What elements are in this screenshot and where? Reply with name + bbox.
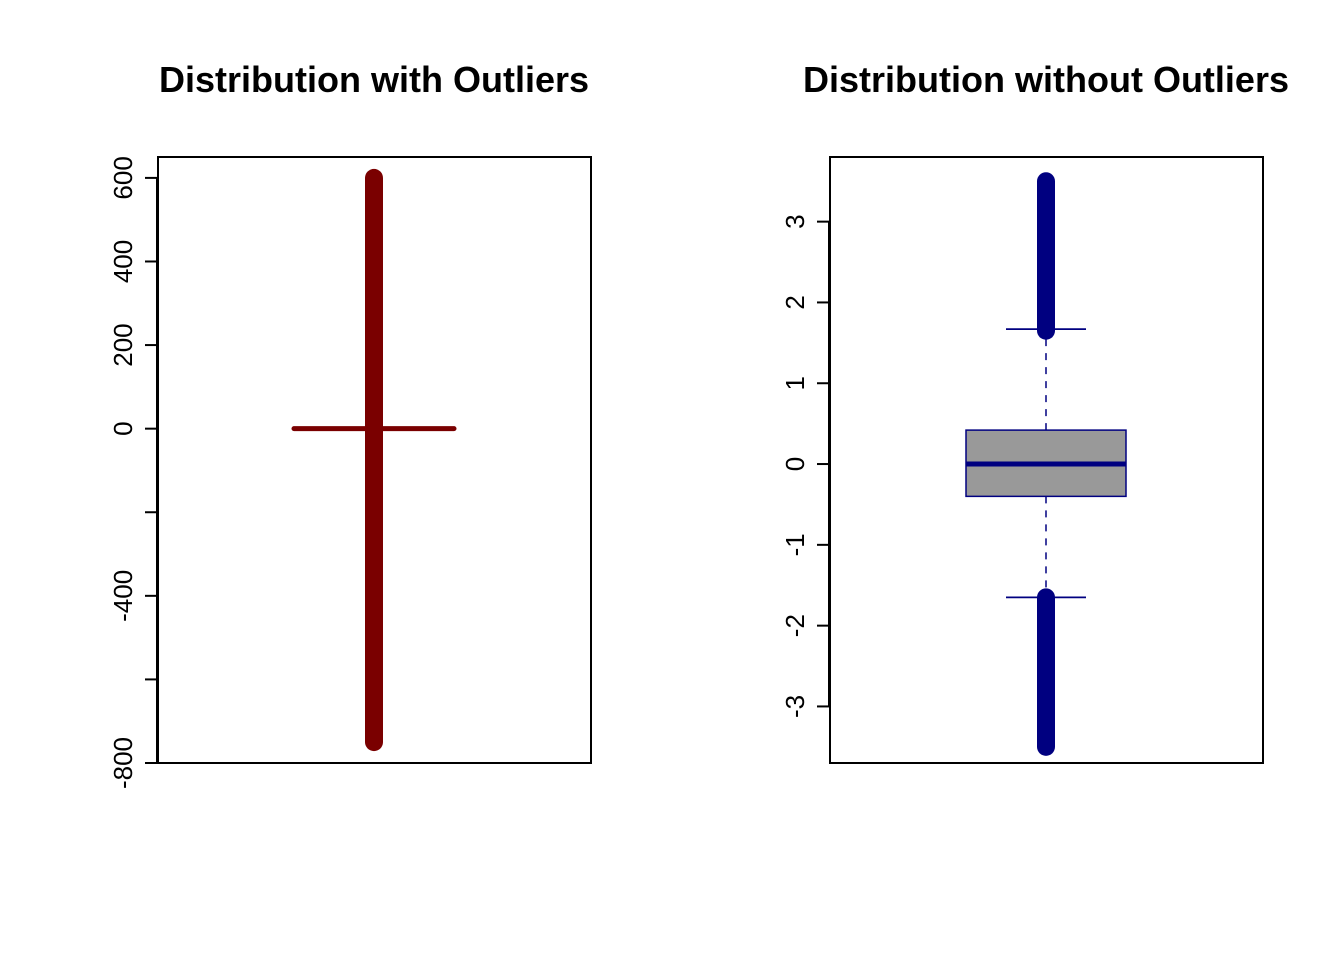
panel-with-outliers: Distribution with Outliers -800 -400 0 200 4… xyxy=(108,59,592,789)
y-tick-label: 2 xyxy=(780,295,810,309)
chart-title-without-outliers: Distribution without Outliers xyxy=(803,59,1289,100)
y-tick-label: 200 xyxy=(108,323,138,366)
y-tick-label: 400 xyxy=(108,240,138,283)
y-tick-label: -3 xyxy=(780,695,810,718)
y-tick-label: -800 xyxy=(108,737,138,789)
panel-without-outliers: Distribution without Outliers -3 -2 -1 0 1 2 3 xyxy=(780,59,1289,764)
boxplot-with-outliers xyxy=(291,168,457,752)
y-tick-label: -400 xyxy=(108,570,138,622)
y-tick-label: -2 xyxy=(780,614,810,637)
y-tick-label: 1 xyxy=(780,376,810,390)
y-axis-with-outliers: -800 -400 0 200 400 600 xyxy=(108,156,158,789)
y-tick-label: 3 xyxy=(780,214,810,228)
boxplot-without-outliers xyxy=(965,172,1127,756)
chart-title-with-outliers: Distribution with Outliers xyxy=(159,59,589,100)
y-axis-without-outliers: -3 -2 -1 0 1 2 3 xyxy=(780,214,830,718)
y-tick-label: 600 xyxy=(108,156,138,199)
y-tick-label: 0 xyxy=(780,457,810,471)
y-tick-label: -1 xyxy=(780,533,810,556)
y-tick-label: 0 xyxy=(108,421,138,435)
